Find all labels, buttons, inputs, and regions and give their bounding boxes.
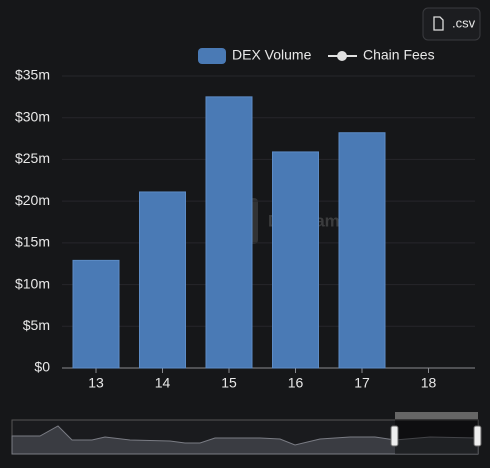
slider-handle[interactable] xyxy=(390,425,399,447)
bar xyxy=(139,191,186,369)
y-tick-label: $10m xyxy=(15,275,50,291)
csv-label[interactable]: .csv xyxy=(452,15,476,30)
y-tick-label: $5m xyxy=(23,317,50,333)
slider-preview xyxy=(11,425,479,455)
bar xyxy=(272,151,319,369)
slider-drag-bar[interactable] xyxy=(395,412,478,419)
bar xyxy=(338,132,386,369)
x-tick-label: 18 xyxy=(421,375,437,391)
y-tick-label: $0 xyxy=(34,359,50,375)
y-tick-label: $30m xyxy=(15,108,50,124)
file-icon xyxy=(433,16,444,31)
y-tick-label: $20m xyxy=(15,192,50,208)
legend-label: DEX Volume xyxy=(232,47,312,63)
bar xyxy=(205,96,253,369)
y-tick-label: $15m xyxy=(15,234,50,250)
y-tick-label: $25m xyxy=(15,150,50,166)
zoom-slider[interactable] xyxy=(11,412,482,455)
x-tick-label: 17 xyxy=(354,375,370,391)
legend-dot xyxy=(337,51,347,61)
x-tick-label: 13 xyxy=(88,375,104,391)
y-tick-label: $35m xyxy=(15,67,50,83)
x-tick-label: 15 xyxy=(221,375,237,391)
x-tick-label: 14 xyxy=(155,375,171,391)
x-tick-label: 16 xyxy=(288,375,304,391)
slider-selection[interactable] xyxy=(395,420,478,454)
legend-label: Chain Fees xyxy=(363,47,435,63)
slider-handle[interactable] xyxy=(473,425,482,447)
bar xyxy=(72,259,120,369)
legend-swatch xyxy=(198,48,226,64)
csv-button[interactable]: .csv xyxy=(422,7,481,41)
csv-button-frame[interactable] xyxy=(422,7,481,41)
